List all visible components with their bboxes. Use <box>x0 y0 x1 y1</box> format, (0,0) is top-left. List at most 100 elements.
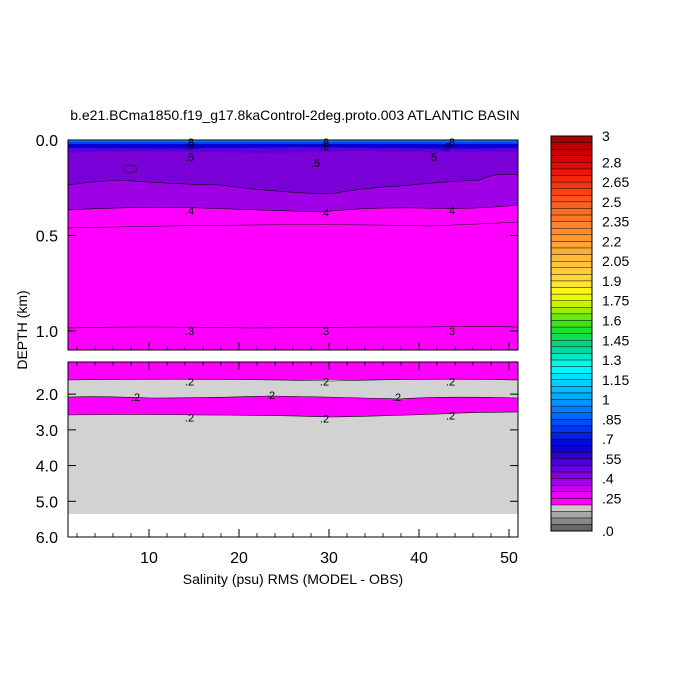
colorbar-swatch <box>550 300 593 308</box>
colorbar-label: 1.15 <box>602 372 629 388</box>
colorbar-label: 1.9 <box>602 273 622 289</box>
lower-y-tick-label: 3.0 <box>36 423 58 440</box>
contour-label: .2 <box>185 377 194 389</box>
contour-line-02-a <box>67 378 519 382</box>
colorbar-swatch <box>550 241 593 249</box>
colorbar-gray-swatch <box>550 524 593 532</box>
contour-label: .2 <box>185 412 194 424</box>
contour-line-035 <box>67 221 519 229</box>
colorbar-swatch <box>550 175 593 183</box>
colorbar-swatch <box>550 228 593 236</box>
colorbar-swatch <box>550 346 593 354</box>
colorbar-swatch <box>550 465 593 473</box>
colorbar-swatch <box>550 267 593 275</box>
contour-label: .8 <box>446 137 455 149</box>
colorbar-label: .4 <box>602 471 614 487</box>
colorbar-swatch <box>550 498 593 506</box>
gray-band-1 <box>68 379 518 399</box>
colorbar-swatch <box>550 452 593 460</box>
contour-line-04 <box>67 204 519 213</box>
contour-label: .2 <box>446 411 455 423</box>
colorbar-swatch <box>550 485 593 493</box>
contour-label: .3 <box>185 326 194 338</box>
colorbar-swatch <box>550 438 593 446</box>
magenta-band-top <box>68 362 518 380</box>
colorbar-swatch <box>550 293 593 301</box>
colorbar-label: .85 <box>602 411 622 427</box>
colorbar-swatch <box>550 260 593 268</box>
colorbar-swatch <box>550 188 593 196</box>
colorbar-swatch <box>550 135 593 143</box>
x-axis: 10 20 30 40 50 <box>76 342 518 567</box>
colorbar-swatch <box>550 326 593 334</box>
colorbar-swatch <box>550 412 593 420</box>
colorbar-swatch <box>550 353 593 361</box>
contour-label: .2 <box>320 377 329 389</box>
colorbar-swatch <box>550 399 593 407</box>
colorbar-swatch <box>550 340 593 348</box>
contour-label: .4 <box>446 206 455 218</box>
colorbar-swatch <box>550 313 593 321</box>
colorbar-label: 1 <box>602 392 610 408</box>
contour-label: .8 <box>320 137 329 149</box>
colorbar-swatch <box>550 392 593 400</box>
colorbar-swatch <box>550 168 593 176</box>
x-tick-label: 10 <box>140 550 158 567</box>
upper-y-tick-label: 0.5 <box>36 228 58 245</box>
colorbar-label: 2.8 <box>602 154 622 170</box>
colorbar-label: 3 <box>602 128 610 144</box>
colorbar-swatch <box>550 478 593 486</box>
contour-line-03 <box>67 326 519 329</box>
colorbar-swatch <box>550 142 593 150</box>
upper-depth-panel: 0.00.51.0 .8.8.8.6.6.6.5.5.5.4.4.4.3.3.3 <box>36 133 519 351</box>
colorbar-swatch <box>550 405 593 413</box>
colorbar-swatch <box>550 491 593 499</box>
colorbar-label: 2.05 <box>602 253 629 269</box>
colorbar-swatch <box>550 445 593 453</box>
contour-label: .6 <box>320 142 329 154</box>
colorbar-swatch <box>550 386 593 394</box>
colorbar-swatch <box>550 148 593 156</box>
colorbar-swatch <box>550 333 593 341</box>
colorbar-swatch <box>550 458 593 466</box>
colorbar: 3 2.8 2.65 2.5 2.35 2.2 2.05 1.9 1.75 1.6 1.45 1.3 1… <box>550 128 629 539</box>
x-axis-title: Salinity (psu) RMS (MODEL - OBS) <box>183 571 403 587</box>
colorbar-swatch <box>550 234 593 242</box>
contour-label: .8 <box>185 137 194 149</box>
contour-label: .2 <box>446 377 455 389</box>
colorbar-swatch <box>550 274 593 282</box>
contour-label: .5 <box>185 152 194 164</box>
upper-y-tick-label: 0.0 <box>36 133 58 150</box>
colorbar-swatch <box>550 432 593 440</box>
contour-label: .2 <box>266 390 275 402</box>
x-tick-label: 50 <box>500 550 518 567</box>
upper-y-ticks: 0.0 0.5 1.0 <box>36 133 518 341</box>
colorbar-swatch <box>550 425 593 433</box>
colorbar-label: 1.6 <box>602 313 622 329</box>
contour-fill-surface-cyan <box>68 140 518 142</box>
x-tick-label: 30 <box>320 550 338 567</box>
colorbar-swatch <box>550 307 593 315</box>
colorbar-swatch <box>550 471 593 479</box>
colorbar-swatch <box>550 287 593 295</box>
contour-label: .6 <box>185 141 194 153</box>
chart-title: b.e21.BCma1850.f19_g17.8kaControl-2deg.p… <box>70 107 520 123</box>
colorbar-label: 2.65 <box>602 174 629 190</box>
contour-line-02-c <box>67 411 519 418</box>
contour-label: .3 <box>446 326 455 338</box>
colorbar-label: .7 <box>602 431 614 447</box>
colorbar-swatch <box>550 379 593 387</box>
contour-fill-05 <box>68 140 518 194</box>
contour-label: .5 <box>311 158 320 170</box>
colorbar-label: .25 <box>602 490 622 506</box>
colorbar-label: 1.3 <box>602 352 622 368</box>
colorbar-label: .0 <box>602 523 614 539</box>
x-tick-label: 40 <box>410 550 428 567</box>
colorbar-swatch <box>550 373 593 381</box>
colorbar-gray-swatch <box>550 517 593 525</box>
lower-y-tick-label: 5.0 <box>36 494 58 511</box>
colorbar-label: 1.45 <box>602 332 629 348</box>
contour-label: .3 <box>320 326 329 338</box>
contour-label: .2 <box>392 392 401 404</box>
